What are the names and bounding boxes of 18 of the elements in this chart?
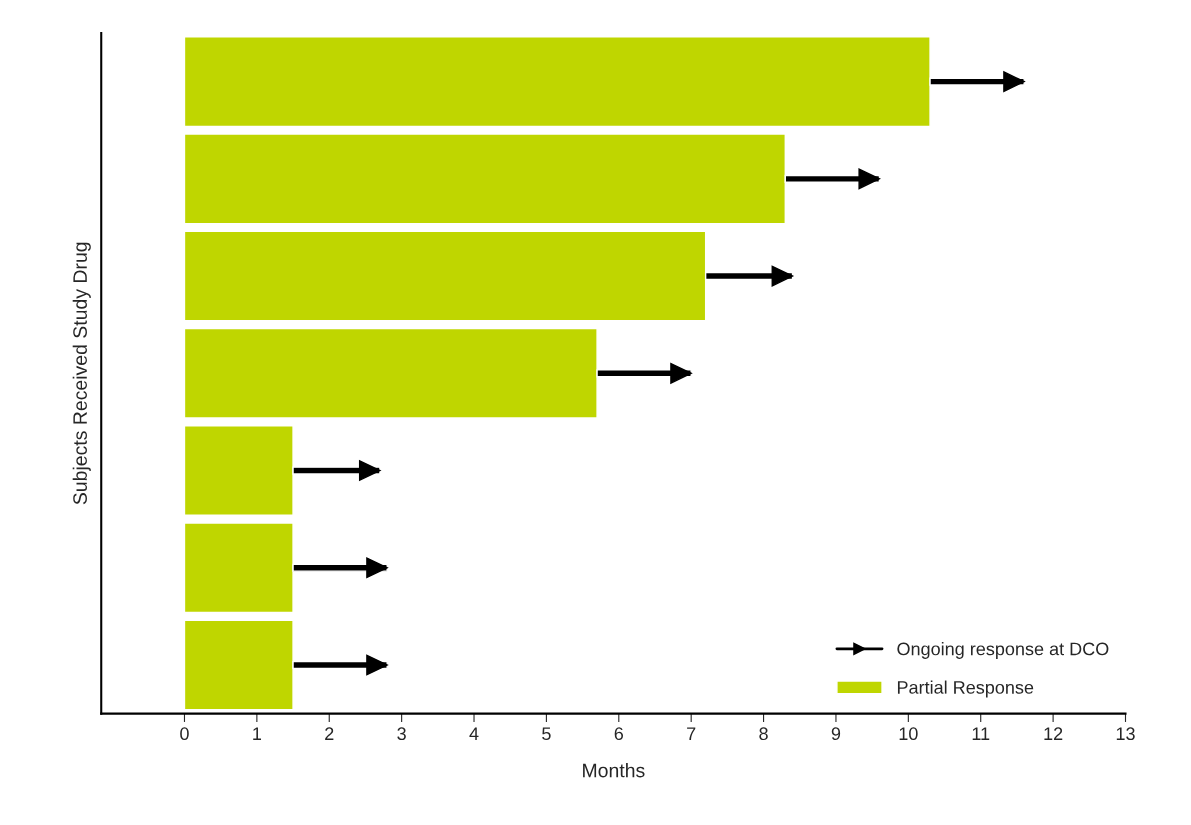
x-tick-label: 4 (469, 727, 479, 740)
x-tick-label: 8 (759, 727, 768, 741)
x-tick-label: 2 (325, 727, 334, 740)
legend-label: Ongoing response at DCO (897, 642, 1109, 659)
x-tick-label: 1 (253, 727, 261, 740)
x-tick-label: 10 (899, 727, 918, 741)
legend-label: Partial Response (897, 680, 1034, 698)
x-tick-label: 7 (687, 727, 696, 740)
x-tick-label: 13 (1116, 727, 1135, 741)
x-axis-title: Months (583, 763, 645, 778)
y-axis-title: Subjects Received Study Drug (72, 242, 91, 505)
x-tick-label: 9 (831, 727, 841, 741)
x-tick-label: 12 (1044, 727, 1063, 740)
x-tick-label: 11 (972, 727, 990, 740)
x-tick-label: 0 (180, 727, 189, 741)
x-tick-label: 6 (614, 727, 624, 741)
x-tick-label: 5 (542, 727, 551, 741)
x-tick-label: 3 (397, 727, 406, 741)
